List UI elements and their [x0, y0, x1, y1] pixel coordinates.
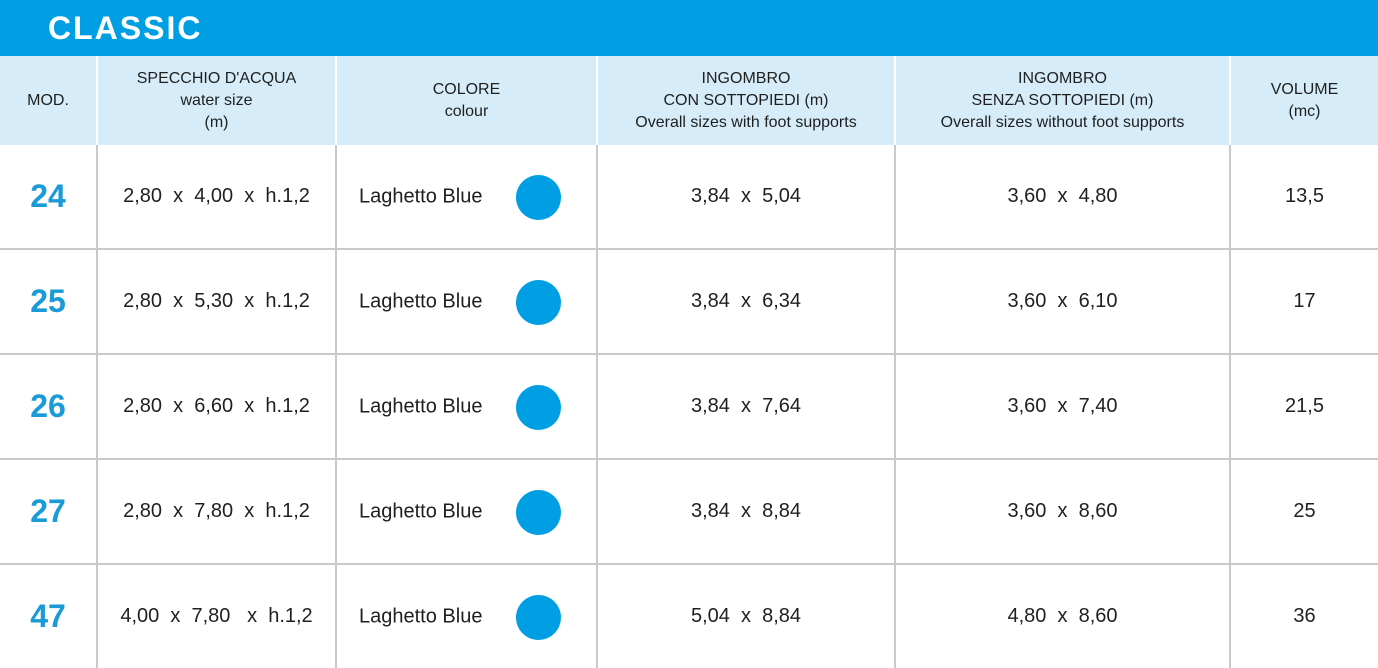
header-water-size-line3: (m) — [204, 113, 229, 131]
model-number: 26 — [0, 353, 97, 459]
colour-cell: Laghetto Blue — [335, 353, 597, 459]
without-supports-cell: 4,80 x 8,60 — [894, 563, 1230, 668]
header-mod: MOD. — [0, 56, 97, 145]
with-supports-cell: 5,04 x 8,84 — [596, 563, 895, 668]
header-with-supports: INGOMBRO CON SOTTOPIEDI (m) Overall size… — [596, 56, 895, 145]
header-without-supports-line2: SENZA SOTTOPIEDI (m) — [971, 91, 1154, 109]
with-supports-cell: 3,84 x 5,04 — [596, 145, 895, 249]
colour-name: Laghetto Blue — [359, 185, 483, 207]
water-size-cell: 2,80 x 5,30 x h.1,2 — [96, 248, 336, 354]
header-with-supports-line2: CON SOTTOPIEDI (m) — [663, 91, 829, 109]
header-colour-line1: COLORE — [432, 80, 501, 98]
without-supports-cell: 3,60 x 8,60 — [894, 458, 1230, 564]
header-water-size-line2: water size — [180, 91, 253, 109]
table-row: 25 2,80 x 5,30 x h.1,2 Laghetto Blue 3,8… — [0, 248, 1378, 354]
header-without-supports: INGOMBRO SENZA SOTTOPIEDI (m) Overall si… — [894, 56, 1230, 145]
with-supports-cell: 3,84 x 6,34 — [596, 248, 895, 354]
water-size-cell: 2,80 x 6,60 x h.1,2 — [96, 353, 336, 459]
header-water-size-line1: SPECCHIO D'ACQUA — [136, 69, 297, 87]
model-number: 24 — [30, 178, 66, 214]
water-size-cell: 2,80 x 4,00 x h.1,2 — [96, 145, 336, 249]
colour-swatch — [516, 174, 561, 220]
colour-cell: Laghetto Blue — [335, 458, 597, 564]
header-mod-label: MOD. — [27, 91, 69, 109]
header-row: MOD. SPECCHIO D'ACQUA water size (m) COL… — [0, 56, 1378, 145]
without-supports-cell: 3,60 x 6,10 — [894, 248, 1230, 354]
header-without-supports-line3: Overall sizes without foot supports — [940, 113, 1185, 131]
without-supports-cell: 3,60 x 7,40 — [894, 353, 1230, 459]
table-row: 47 4,00 x 7,80 x h.1,2 Laghetto Blue 5,0… — [0, 563, 1378, 668]
table-row: 24 2,80 x 4,00 x h.1,2 Laghetto Blue 3,8… — [0, 145, 1378, 249]
volume-cell: 21,5 — [1229, 353, 1378, 459]
header-volume-line2: (mc) — [1288, 102, 1321, 120]
volume-cell: 36 — [1229, 563, 1378, 668]
with-supports-cell: 3,84 x 7,64 — [596, 353, 895, 459]
volume-cell: 13,5 — [1229, 145, 1378, 249]
model-number: 47 — [0, 563, 97, 668]
model-number: 27 — [0, 458, 97, 564]
header-colour: COLORE colour — [335, 56, 597, 145]
header-volume: VOLUME (mc) — [1229, 56, 1378, 145]
header-volume-line1: VOLUME — [1270, 80, 1339, 98]
model-number: 25 — [0, 248, 97, 354]
with-supports-cell: 3,84 x 8,84 — [596, 458, 895, 564]
table-row: 27 2,80 x 7,80 x h.1,2 Laghetto Blue 3,8… — [0, 458, 1378, 564]
header-with-supports-line1: INGOMBRO — [701, 69, 791, 87]
water-size-cell: 4,00 x 7,80 x h.1,2 — [96, 563, 336, 668]
header-colour-line2: colour — [444, 102, 489, 120]
colour-swatch — [516, 279, 561, 325]
volume-cell: 25 — [1229, 458, 1378, 564]
colour-cell: Laghetto Blue — [335, 563, 597, 668]
volume-cell: 17 — [1229, 248, 1378, 354]
page-title: CLASSIC — [48, 10, 203, 46]
colour-name: Laghetto Blue — [359, 500, 483, 522]
colour-name: Laghetto Blue — [359, 290, 483, 312]
colour-swatch — [516, 489, 561, 535]
without-supports-cell: 3,60 x 4,80 — [894, 145, 1230, 249]
colour-name: Laghetto Blue — [359, 605, 483, 627]
colour-swatch — [516, 384, 561, 430]
header-water-size: SPECCHIO D'ACQUA water size (m) — [96, 56, 336, 145]
header-with-supports-line3: Overall sizes with foot supports — [635, 113, 857, 131]
colour-cell: Laghetto Blue — [335, 248, 597, 354]
colour-name: Laghetto Blue — [359, 395, 483, 417]
colour-cell: Laghetto Blue — [335, 145, 597, 249]
water-size-cell: 2,80 x 7,80 x h.1,2 — [96, 458, 336, 564]
colour-swatch — [516, 594, 561, 640]
header-without-supports-line1: INGOMBRO — [1018, 69, 1107, 87]
title-banner: CLASSIC — [0, 0, 1378, 56]
spec-table: MOD. SPECCHIO D'ACQUA water size (m) COL… — [0, 56, 1378, 668]
table-row: 26 2,80 x 6,60 x h.1,2 Laghetto Blue 3,8… — [0, 353, 1378, 459]
